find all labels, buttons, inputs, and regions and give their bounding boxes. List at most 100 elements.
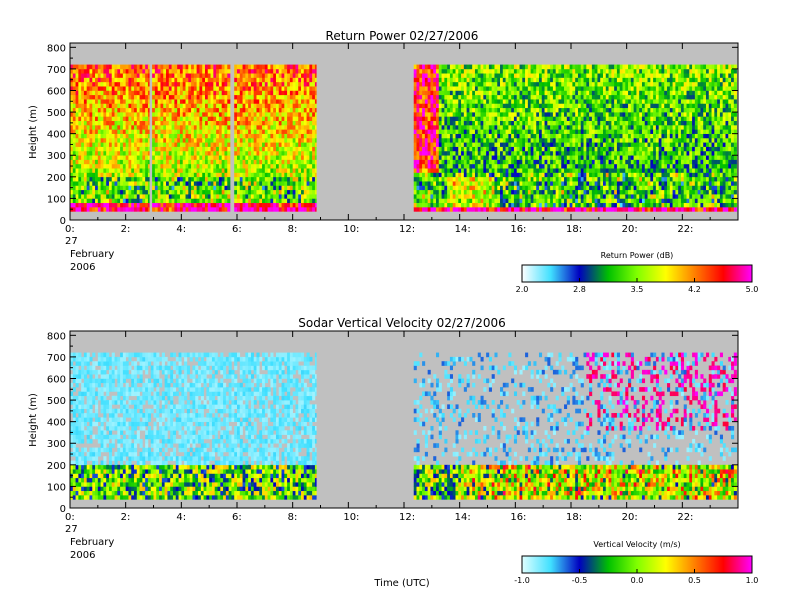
heatmap-cell [564,198,568,204]
heatmap-cell [136,176,140,182]
heatmap-cell [174,207,178,212]
heatmap-cell [207,64,211,70]
heatmap-cell [469,189,473,195]
heatmap-cell [174,155,178,160]
heatmap-cell [422,181,426,186]
heatmap-cell [298,129,302,134]
heatmap-cell [166,207,170,212]
heatmap-cell [508,189,512,195]
heatmap-cell [295,150,299,156]
heatmap-cell [262,146,266,152]
heatmap-cell [577,150,582,156]
heatmap-cell [270,207,274,212]
heatmap-cell [245,137,249,143]
heatmap-cell [204,120,209,126]
heatmap-cell [92,133,96,139]
heatmap-cell [530,189,534,195]
heatmap-cell [92,107,96,113]
heatmap-cell [259,198,263,204]
heatmap-cell [541,159,545,165]
heatmap-cell [128,181,132,186]
heatmap-cell [527,107,531,113]
heatmap-cell [157,150,161,156]
heatmap-cell [575,112,579,117]
heatmap-cell [436,103,440,109]
heatmap-cell [224,176,228,182]
heatmap-cell [419,168,423,173]
heatmap-cell [555,202,559,208]
heatmap-cell [292,159,296,165]
heatmap-cell [157,168,161,173]
heatmap-cell [221,142,225,147]
heatmap-cell [497,142,501,147]
heatmap-cell [547,77,551,83]
heatmap-cell [447,202,451,208]
heatmap-cell [281,77,285,83]
heatmap-cell [525,181,529,186]
heatmap-cell [224,137,228,143]
heatmap-cell [75,120,79,126]
heatmap-cell [466,64,470,70]
heatmap-cell [202,137,206,143]
heatmap-cell [75,116,79,122]
heatmap-cell [555,86,559,91]
heatmap-cell [547,163,551,169]
heatmap-cell [438,94,442,100]
heatmap-cell [314,64,317,70]
heatmap-cell [213,73,217,78]
heatmap-cell [227,172,231,178]
heatmap-cell [558,194,562,199]
heatmap-cell [447,168,451,173]
heatmap-cell [154,163,158,169]
heatmap-cell [309,99,313,104]
heatmap-cell [289,73,293,78]
heatmap-cell [177,146,181,152]
heatmap-cell [544,155,548,160]
heatmap-cell [550,159,554,165]
heatmap-cell [564,163,568,169]
heatmap-cell [270,163,274,169]
heatmap-cell [413,142,417,147]
heatmap-cell [281,107,285,113]
heatmap-cell [245,94,249,100]
heatmap-cell [491,86,495,91]
heatmap-cell [81,77,85,83]
heatmap-cell [541,207,545,212]
heatmap-cell [312,207,316,212]
heatmap-cell [179,168,184,173]
heatmap-cell [134,129,138,134]
heatmap-cell [97,150,101,156]
heatmap-cell [519,103,523,109]
heatmap-cell [513,112,518,117]
heatmap-cell [511,68,515,74]
heatmap-cell [108,64,113,70]
heatmap-cell [511,142,515,147]
heatmap-cell [486,150,490,156]
heatmap-cell [78,181,82,186]
heatmap-cell [142,168,146,173]
heatmap-cell [72,146,76,152]
heatmap-cell [237,116,241,122]
heatmap-cell [273,207,277,212]
heatmap-cell [572,120,576,126]
heatmap-cell [500,81,504,87]
heatmap-cell [472,194,476,199]
heatmap-cell [466,172,470,178]
heatmap-cell [117,181,121,186]
heatmap-cell [78,168,82,173]
heatmap-cell [533,146,537,152]
heatmap-cell [544,168,548,173]
heatmap-cell [117,64,121,70]
heatmap-cell [83,168,87,173]
heatmap-cell [275,133,280,139]
heatmap-cell [166,198,170,204]
heatmap-cell [577,120,582,126]
heatmap-cell [281,103,285,109]
heatmap-cell [281,125,285,130]
heatmap-cell [239,146,243,152]
heatmap-cell [185,94,189,100]
heatmap-cell [134,64,138,70]
heatmap-cell [564,207,568,212]
heatmap-cell [538,133,543,139]
heatmap-cell [145,103,149,109]
